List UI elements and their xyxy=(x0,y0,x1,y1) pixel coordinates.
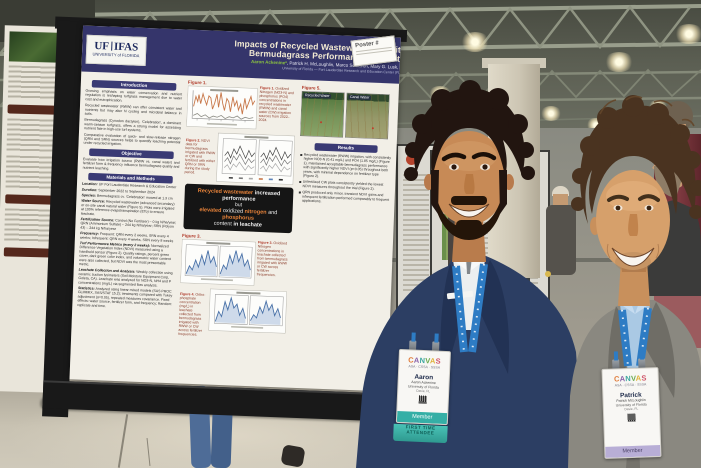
figure3-chart xyxy=(179,238,256,286)
aaron-beard xyxy=(431,174,507,240)
aaron-lanyard xyxy=(452,263,488,353)
intro-paragraph: Bermudagrass (Cynodon dactylon), 'Celebr… xyxy=(84,118,182,133)
figure4-chart xyxy=(208,288,287,334)
badge-qr-code xyxy=(627,413,636,422)
ceiling-light xyxy=(604,52,634,72)
aaron-hair xyxy=(404,80,535,181)
badge-qr-code xyxy=(418,395,428,404)
figure1-chart xyxy=(185,85,258,130)
adjacent-poster-text xyxy=(4,208,53,244)
floor-crack xyxy=(146,438,151,466)
aaron-badge: CANVAS ASA · CSSA · SSSA Aaron Aaron Ack… xyxy=(393,340,451,444)
first-time-attendee-ribbon: FIRST TIME ATTENDEE xyxy=(393,423,448,444)
patrick-smile xyxy=(611,247,655,267)
adjacent-poster-text xyxy=(7,65,57,101)
ceiling-light xyxy=(460,32,490,52)
adjacent-poster-header xyxy=(7,104,56,115)
adjacent-poster-text xyxy=(5,155,55,191)
methods-item: Water Source: Recycled wastewater (advan… xyxy=(80,199,175,216)
methods-item: Statistics: Analyzed using linear mixed … xyxy=(77,286,173,308)
figure3-caption: Figure 3. Oxidized Nitrogen concentratio… xyxy=(256,240,288,278)
aaron-smile xyxy=(448,203,490,218)
key-finding-box: Recycled wastewater increased performanc… xyxy=(183,183,294,234)
patrick-badge: CANVAS ASA · CSSA · SSSA Patrick Patrick… xyxy=(601,358,662,459)
adjacent-poster-header xyxy=(5,194,54,205)
figure1-block: Figure 1. xyxy=(185,79,298,134)
poster-board: UF IFAS UNIVERSITY of FLORIDA Impacts of … xyxy=(40,16,408,433)
uf-ifas-logo-subtext: UNIVERSITY of FLORIDA xyxy=(92,51,140,58)
ceiling-light xyxy=(540,106,562,121)
adjacent-poster-text xyxy=(6,118,56,154)
intro-paragraph: Comparative evaluation of quick- and slo… xyxy=(83,132,181,147)
patrick-hair xyxy=(571,95,701,224)
figure5-photo-recycled-water: Recycled Water xyxy=(300,90,345,138)
aaron-lapel-pin xyxy=(545,271,551,277)
methods-item: Leachate Collection and Analysis: Weekly… xyxy=(78,268,173,288)
uf-ifas-logo: UF IFAS UNIVERSITY of FLORIDA xyxy=(85,34,147,66)
distant-poster-logo xyxy=(406,154,417,165)
intro-paragraph: Growing emphasis on water conservation a… xyxy=(85,89,183,103)
figure1-caption: Figure 1. Oxidized Nitrogen (NO3-N) and … xyxy=(258,86,294,123)
intro-paragraph: Recycled wastewater (RWW) can offer cons… xyxy=(84,103,182,116)
poster-body: Introduction Growing emphasis on water c… xyxy=(70,72,400,390)
background-person-cap xyxy=(546,186,576,276)
hall-column-cap xyxy=(482,58,546,68)
bystander-shoe-dark xyxy=(280,444,306,468)
figure4-block: Figure 4. Ortho-phosphate concentration … xyxy=(178,287,290,340)
adjacent-poster-header xyxy=(3,247,52,258)
methods-item: Turf Performance Metrics (every 2 weeks)… xyxy=(78,241,171,267)
badge-member-bar: Member xyxy=(605,444,661,458)
badge-member-bar: Member xyxy=(396,410,448,425)
societies-line: ASA · CSSA · SSSA xyxy=(408,364,441,370)
badge-location: Davie, FL xyxy=(416,389,431,394)
objective-paragraph: Evaluate how irrigation source (RWW vs. … xyxy=(82,157,180,171)
figure5-photo1-label: Recycled Water xyxy=(303,93,332,99)
figure4-caption: Figure 4. Ortho-phosphate concentration … xyxy=(177,292,206,337)
ceiling-light xyxy=(674,24,701,44)
societies-line: ASA · CSSA · SSSA xyxy=(614,382,647,388)
distant-poster-text xyxy=(403,174,429,294)
badge-location: Davie, FL xyxy=(624,407,639,412)
figure2-caption: Figure 2. NDVI data for bermudagrass irr… xyxy=(184,138,215,175)
adjacent-poster-photo xyxy=(8,31,58,63)
research-poster: UF IFAS UNIVERSITY of FLORIDA Impacts of … xyxy=(69,25,401,392)
figure3-block: Figure 3. xyxy=(179,232,293,290)
poster-middle-column: Figure 1. xyxy=(176,79,298,383)
patrick-head xyxy=(571,95,701,272)
figure2-chart xyxy=(215,132,295,185)
aaron-head xyxy=(404,80,535,240)
poster-number-card: Poster # xyxy=(350,35,398,67)
figure2-block: Figure 2. NDVI data for bermudagrass irr… xyxy=(184,132,296,185)
poster-left-column: Introduction Growing emphasis on water c… xyxy=(74,75,184,379)
person-aaron xyxy=(356,80,584,468)
